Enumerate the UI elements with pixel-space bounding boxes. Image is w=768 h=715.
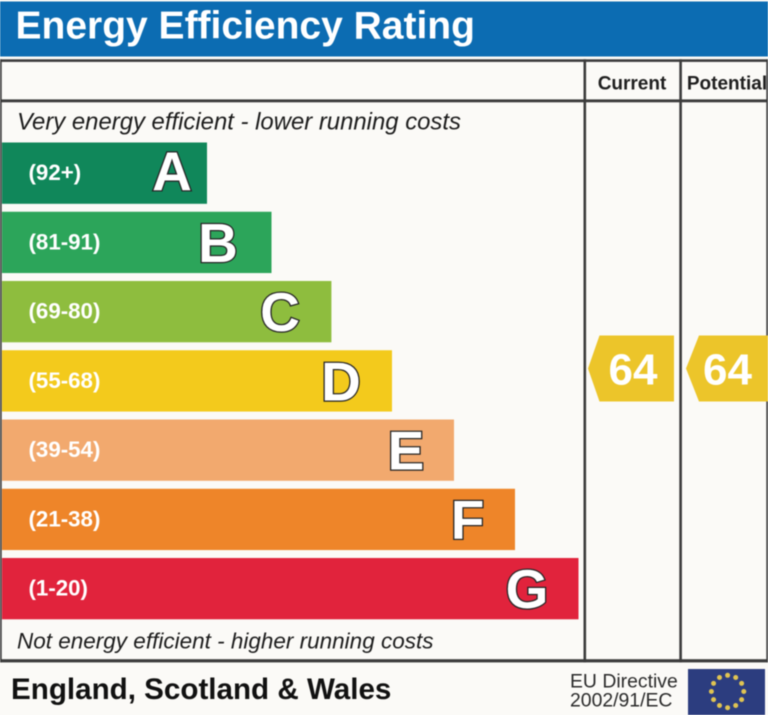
svg-text:(39-54): (39-54) — [29, 437, 101, 462]
svg-text:(21-38): (21-38) — [29, 506, 101, 531]
svg-text:A: A — [152, 140, 192, 202]
svg-text:(81-91): (81-91) — [29, 229, 101, 254]
svg-text:F: F — [451, 489, 485, 551]
svg-text:64: 64 — [703, 346, 752, 395]
svg-text:B: B — [198, 212, 238, 274]
svg-text:Very energy efficient - lower: Very energy efficient - lower running co… — [17, 108, 461, 135]
svg-text:D: D — [321, 350, 361, 412]
svg-text:England, Scotland & Wales: England, Scotland & Wales — [11, 673, 391, 706]
svg-text:G: G — [506, 558, 549, 620]
svg-text:E: E — [388, 420, 425, 482]
svg-text:(1-20): (1-20) — [29, 576, 88, 601]
svg-text:EU Directive: EU Directive — [570, 671, 678, 693]
svg-text:Energy Efficiency Rating: Energy Efficiency Rating — [16, 5, 475, 48]
svg-text:Not energy efficient - higher: Not energy efficient - higher running co… — [17, 628, 433, 653]
svg-text:Potential: Potential — [687, 73, 767, 94]
svg-text:2002/91/EC: 2002/91/EC — [570, 690, 672, 712]
svg-text:(55-68): (55-68) — [29, 368, 101, 393]
svg-text:(92+): (92+) — [29, 160, 82, 185]
svg-text:C: C — [260, 281, 300, 343]
svg-text:(69-80): (69-80) — [29, 299, 101, 324]
svg-text:64: 64 — [609, 346, 658, 395]
svg-text:Current: Current — [598, 73, 667, 94]
